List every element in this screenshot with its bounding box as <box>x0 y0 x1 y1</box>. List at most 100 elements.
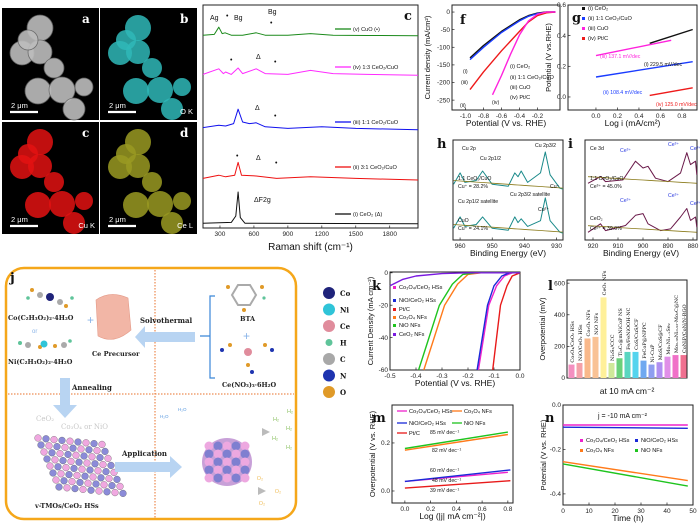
lattice-atom <box>85 446 93 454</box>
ceo2-label: CeO₂ <box>36 415 54 423</box>
closeup-atom <box>213 449 223 459</box>
annotation: • <box>274 113 277 120</box>
annotation: Cu²⁺ <box>538 207 549 213</box>
lattice-atom <box>45 442 53 450</box>
lattice-atom <box>59 457 67 465</box>
series-line <box>587 152 698 184</box>
series-line <box>469 11 556 61</box>
micrograph-panels: 2 μm a 2 μm b O K 2 μm c Cu K 2 μm d Ce L <box>2 8 197 234</box>
atom-label: Ce <box>340 322 351 331</box>
series-line <box>595 61 693 78</box>
background-line <box>453 224 564 233</box>
panel-letter: h <box>437 137 447 152</box>
x-tick-label: 0.6 <box>478 506 487 513</box>
hydrogen-label: H₂ <box>287 409 293 415</box>
hydrogen-label: H₂ <box>286 426 292 432</box>
bar-label: Co₃O₄ NFs <box>586 309 592 336</box>
closeup-atom <box>222 465 232 475</box>
closeup-atom <box>213 457 223 467</box>
atom-n-icon <box>323 369 335 382</box>
series-line <box>404 469 511 483</box>
lattice-atom <box>111 489 119 497</box>
bar <box>624 351 631 378</box>
closeup-atom <box>240 465 250 475</box>
annotation: Ce³⁺ = 39.0% <box>590 226 622 232</box>
microsphere <box>173 78 191 96</box>
closeup-atom <box>204 473 214 483</box>
annotation: 60 mV dec⁻¹ <box>430 468 460 474</box>
x-axis-label: Time (h) <box>612 513 643 523</box>
annotation: • <box>275 160 278 167</box>
x-tick-label: 910 <box>613 243 624 250</box>
microsphere <box>161 212 183 234</box>
reagent-cobalt-acetate: Co(C₂H₃O₂)₂·4H₂O <box>8 314 74 322</box>
bar <box>664 356 671 378</box>
scale-bar-label: 2 μm <box>109 215 126 224</box>
panel-letter: c <box>82 126 89 140</box>
legend-label: Co₃O₄ NFs <box>464 409 492 415</box>
y-axis-label: Potential (V vs.RHE) <box>544 23 553 92</box>
y-tick-label: -250 <box>437 97 450 104</box>
legend-marker <box>393 286 396 289</box>
closeup-atom <box>231 465 241 475</box>
legend-label: (v) CuO (•) <box>353 27 380 33</box>
x-tick-label: 890 <box>663 243 674 250</box>
legend-label: Co₃O₄ NFs <box>586 448 614 454</box>
closeup-atom <box>222 449 232 459</box>
microsphere <box>74 77 94 97</box>
series-line <box>404 480 511 489</box>
lattice-atom <box>94 467 102 475</box>
lattice-atom <box>71 485 79 493</box>
chart-panel-f: -1.0 -0.8 -0.6 -0.4 -0.2 0 -50 -100 -150 -200 -250… <box>423 4 561 128</box>
series-line <box>595 39 672 57</box>
hydrogen-label: H₂ <box>286 445 292 451</box>
y-tick-label: 0.6 <box>557 2 566 9</box>
lattice-atom <box>67 457 75 465</box>
microsphere <box>147 77 173 103</box>
lattice-atom <box>42 435 50 443</box>
microsphere <box>123 78 149 104</box>
x-tick-label: 20 <box>611 508 619 515</box>
legend-marker <box>393 316 396 319</box>
annotation: j = -10 mA cm⁻² <box>597 413 648 420</box>
x-tick-label: -0.3 <box>436 373 448 380</box>
microsphere <box>48 76 76 104</box>
y-tick-label: -0.4 <box>550 491 562 498</box>
x-tick-label: -0.5 <box>384 373 396 380</box>
x-tick-label: 930 <box>551 243 562 250</box>
microsphere <box>44 172 64 192</box>
background-line <box>453 180 564 189</box>
x-tick-label: -0.6 <box>496 113 508 120</box>
x-tick-label: 1500 <box>349 231 364 238</box>
legend-label: (iii) CuO <box>588 26 609 32</box>
annealing-arrow <box>53 378 77 418</box>
legend-marker <box>635 439 638 442</box>
lattice-atom <box>53 443 61 451</box>
element-label: O K <box>180 107 193 116</box>
legend-marker <box>393 308 396 311</box>
plot-frame <box>567 4 698 111</box>
bta-label: BTA <box>240 315 256 323</box>
series-line <box>202 108 419 131</box>
closeup-atom <box>231 473 241 483</box>
lattice-atom <box>99 461 107 469</box>
y-axis-label: Current Density (mA cm⁻²) <box>366 276 375 365</box>
oxygen-label: O₂ <box>257 476 263 482</box>
y-axis-label: Potential (V vs. RHE) <box>539 419 548 490</box>
microsphere <box>142 172 162 192</box>
lattice-atom <box>78 465 86 473</box>
y-tick-label: -150 <box>437 62 450 69</box>
plus-sign: + <box>87 313 94 327</box>
microsphere <box>25 192 51 218</box>
x-axis-label: Potential (V vs. RHE) <box>466 118 546 128</box>
x-tick-label: 0.2 <box>426 506 435 513</box>
annotation: • <box>270 20 273 27</box>
lattice-atom <box>40 448 48 456</box>
y-axis-label: Current density (mA/cm²) <box>423 15 432 99</box>
annotation: Ce³⁺ <box>690 201 700 207</box>
y-tick-label: 600 <box>554 280 565 287</box>
annotation: (ii) <box>460 103 466 109</box>
panel-letter: k <box>372 279 382 294</box>
x-tick-label: 880 <box>688 243 699 250</box>
annotation: Bg <box>234 15 243 22</box>
